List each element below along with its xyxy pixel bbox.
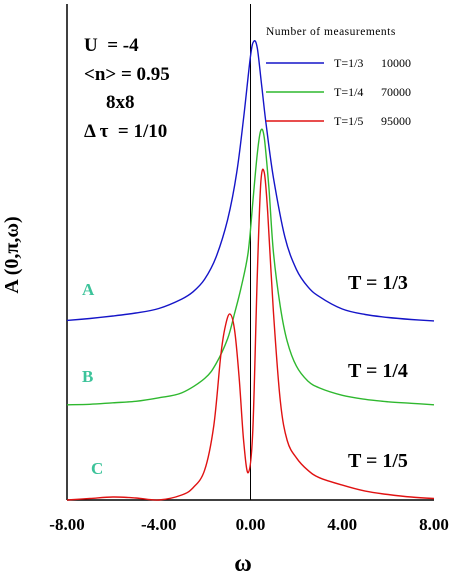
x-tick-label: 0.00 — [236, 515, 266, 534]
legend-count: 95000 — [381, 114, 411, 128]
legend-count: 10000 — [381, 56, 411, 70]
series-letter-a: A — [82, 280, 95, 299]
series-line-c — [66, 168, 435, 501]
legend: Number of measurements T=1/3 10000 T=1/4 70… — [266, 26, 411, 128]
legend-label: T=1/5 — [334, 114, 363, 128]
x-tick-label: 4.00 — [327, 515, 357, 534]
x-tick-labels: -8.00 -4.00 0.00 4.00 8.00 — [49, 515, 449, 534]
x-tick-label: -8.00 — [49, 515, 84, 534]
legend-count: 70000 — [381, 85, 411, 99]
temperature-label-b: T = 1/4 — [348, 360, 408, 382]
y-axis-label: A (0,π,ω) — [1, 216, 23, 293]
spectral-curves — [66, 40, 435, 501]
series-letter-c: C — [91, 459, 103, 478]
series-line-b — [66, 128, 435, 406]
temperature-label-c: T = 1/5 — [348, 450, 408, 472]
parameter-lattice: 8x8 — [106, 92, 135, 113]
x-axis-label: ω — [234, 551, 252, 577]
legend-title: Number of measurements — [266, 26, 396, 38]
legend-label: T=1/4 — [334, 85, 363, 99]
parameter-block: U = -4 <n> = 0.95 8x8 Δ τ = 1/10 — [84, 35, 170, 142]
series-line-a — [66, 40, 435, 322]
parameter-timestep: Δ τ = 1/10 — [84, 121, 167, 142]
series-labels: A T = 1/3 B T = 1/4 C T = 1/5 — [82, 272, 408, 478]
parameter-density: <n> = 0.95 — [84, 64, 170, 85]
x-tick-label: 8.00 — [419, 515, 449, 534]
plot-frame — [66, 4, 434, 501]
legend-label: T=1/3 — [334, 56, 363, 70]
x-tick-label: -4.00 — [141, 515, 176, 534]
series-letter-b: B — [82, 367, 93, 386]
parameter-u: U = -4 — [84, 35, 139, 56]
temperature-label-a: T = 1/3 — [348, 272, 408, 294]
